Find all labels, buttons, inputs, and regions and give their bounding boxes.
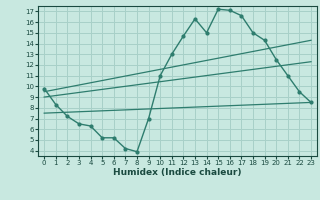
X-axis label: Humidex (Indice chaleur): Humidex (Indice chaleur) <box>113 168 242 177</box>
